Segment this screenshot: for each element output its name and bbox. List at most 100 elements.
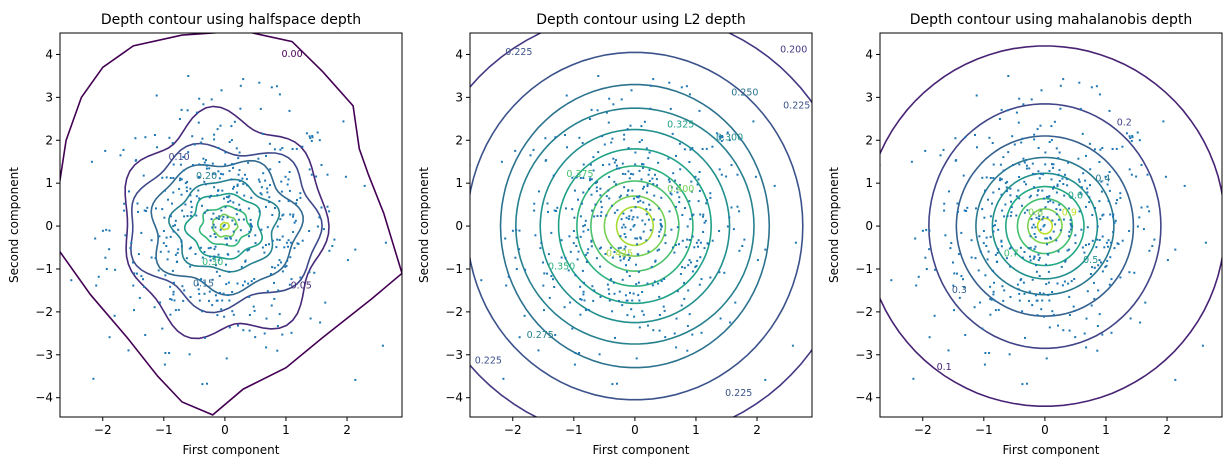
scatter-point (236, 282, 239, 285)
scatter-point (1174, 248, 1177, 251)
scatter-point (542, 261, 544, 264)
scatter-point (150, 256, 153, 259)
scatter-point (600, 246, 602, 249)
scatter-point (119, 154, 122, 157)
scatter-point (229, 237, 232, 240)
scatter-point (1018, 292, 1021, 295)
scatter-point (1088, 142, 1091, 145)
scatter-point (634, 237, 637, 240)
scatter-point (970, 239, 973, 242)
scatter-point (608, 176, 611, 178)
scatter-point (640, 139, 643, 142)
scatter-point (925, 268, 928, 270)
scatter-point (132, 284, 135, 287)
scatter-point (209, 246, 212, 249)
scatter-point (209, 194, 212, 197)
contour-label: 0.225 (783, 100, 810, 111)
scatter-point (213, 233, 216, 235)
scatter-point (1051, 219, 1054, 222)
scatter-point (180, 108, 183, 111)
scatter-point (219, 228, 222, 231)
scatter-point (619, 255, 621, 258)
scatter-point (244, 260, 247, 263)
scatter-point (1041, 218, 1044, 221)
scatter-point (602, 164, 604, 166)
scatter-point (232, 166, 234, 169)
chart-panel-3: 0.20.40.60.8 0.90.70.50.30.1−2 −1 0 1 2−4−3−2… (827, 12, 1223, 457)
scatter-point (979, 250, 982, 253)
scatter-point (1108, 189, 1111, 192)
scatter-point (1129, 137, 1132, 140)
scatter-point (1095, 85, 1098, 88)
scatter-point (529, 154, 532, 157)
scatter-point (270, 304, 273, 307)
scatter-point (956, 272, 958, 275)
scatter-point (180, 178, 183, 181)
y-tick-label: −4 (35, 391, 53, 405)
scatter-point (1108, 171, 1111, 173)
scatter-point (238, 169, 241, 172)
scatter-point (652, 329, 655, 332)
scatter-point (692, 213, 695, 216)
scatter-point (547, 210, 549, 213)
scatter-point (1106, 259, 1109, 262)
scatter-point (226, 216, 229, 219)
scatter-point (200, 278, 203, 281)
scatter-point (674, 244, 677, 246)
scatter-point (233, 185, 235, 188)
scatter-point (278, 239, 281, 241)
scatter-point (1115, 202, 1118, 205)
scatter-point (167, 198, 169, 201)
scatter-point (211, 226, 214, 229)
scatter-point (174, 224, 176, 227)
scatter-point (794, 241, 797, 244)
scatter-point (698, 171, 701, 173)
scatter-point (555, 210, 558, 212)
contour-label: 0.3 (952, 285, 967, 296)
scatter-point (187, 151, 190, 154)
scatter-point (1049, 199, 1052, 202)
scatter-point (113, 314, 116, 317)
scatter-point (166, 258, 169, 261)
scatter-point (732, 228, 735, 231)
scatter-point (504, 237, 507, 240)
scatter-point (1097, 264, 1100, 267)
scatter-point (322, 228, 325, 231)
scatter-point (649, 208, 652, 211)
scatter-point (590, 178, 593, 181)
scatter-point (635, 357, 638, 360)
scatter-point (578, 352, 581, 354)
scatter-point (1086, 187, 1089, 190)
scatter-point (1055, 208, 1058, 211)
scatter-point (1036, 128, 1039, 131)
scatter-point (982, 230, 985, 232)
scatter-point (270, 86, 273, 89)
scatter-point (617, 247, 620, 250)
contour-label: 0.20 (196, 171, 217, 182)
scatter-point (658, 295, 661, 298)
scatter-point (1030, 218, 1033, 221)
scatter-point (610, 141, 613, 144)
scatter-point (211, 278, 214, 281)
scatter-point (726, 225, 729, 228)
scatter-point (249, 222, 252, 225)
scatter-point (996, 260, 999, 263)
contour-level-0.05 (124, 105, 330, 340)
scatter-point (146, 206, 149, 209)
scatter-point (985, 176, 988, 179)
scatter-point (624, 236, 627, 239)
scatter-point (241, 177, 244, 180)
scatter-point (1010, 200, 1012, 203)
scatter-point (734, 301, 737, 304)
scatter-point (567, 269, 570, 272)
scatter-point (159, 250, 162, 253)
scatter-point (150, 239, 153, 242)
scatter-point (168, 136, 171, 139)
scatter-point (575, 236, 578, 239)
scatter-point (189, 214, 192, 217)
scatter-point (162, 242, 165, 245)
scatter-point (639, 236, 642, 239)
scatter-point (1081, 132, 1084, 135)
scatter-point (320, 164, 323, 166)
scatter-point (1162, 120, 1165, 123)
